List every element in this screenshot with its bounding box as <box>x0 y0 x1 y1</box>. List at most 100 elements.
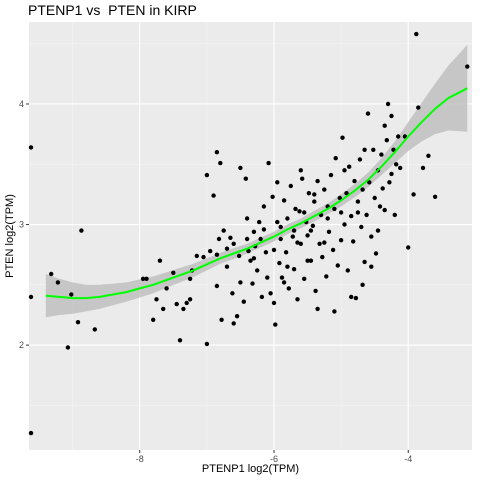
data-point <box>333 156 338 161</box>
y-axis-ticks: 2 3 4 <box>19 99 29 350</box>
data-point <box>352 178 357 184</box>
data-point <box>306 191 312 196</box>
data-point <box>154 297 159 302</box>
data-point <box>214 283 220 289</box>
data-point <box>379 152 384 157</box>
data-point <box>380 186 385 191</box>
data-point <box>49 271 54 277</box>
data-point <box>310 223 316 228</box>
data-point <box>244 216 250 221</box>
data-point <box>271 300 277 306</box>
confidence-band-layer <box>45 44 468 318</box>
data-point <box>353 295 359 301</box>
data-point <box>295 297 300 302</box>
data-point <box>295 240 300 245</box>
data-point <box>426 153 431 158</box>
data-point <box>291 267 297 272</box>
data-point <box>285 264 290 269</box>
data-point <box>248 258 253 263</box>
data-point <box>308 228 314 233</box>
data-point <box>389 171 394 177</box>
data-point <box>265 275 270 280</box>
data-point <box>328 172 334 178</box>
data-point <box>164 286 169 291</box>
data-point <box>255 268 260 273</box>
data-point <box>214 252 220 257</box>
data-point <box>340 135 345 140</box>
data-point <box>315 306 320 312</box>
data-point <box>420 165 426 171</box>
data-point <box>211 193 216 198</box>
data-point <box>362 259 367 265</box>
data-point <box>281 280 287 285</box>
data-point <box>270 194 275 199</box>
data-point <box>231 241 236 246</box>
data-point <box>385 101 391 107</box>
data-point <box>387 180 392 185</box>
data-point <box>312 199 317 204</box>
data-point <box>236 253 242 259</box>
data-point <box>371 147 376 152</box>
data-point <box>266 160 271 166</box>
data-point <box>285 216 290 221</box>
data-point <box>208 248 213 254</box>
data-point <box>382 207 387 213</box>
data-point <box>302 210 307 215</box>
data-point <box>369 234 374 239</box>
data-point <box>263 250 269 255</box>
data-point <box>281 198 287 203</box>
data-point <box>293 206 298 212</box>
data-point <box>362 147 367 152</box>
data-point <box>228 235 233 240</box>
data-point <box>268 291 273 296</box>
data-point <box>326 229 332 234</box>
data-point <box>65 345 71 350</box>
x-tick-label: -6 <box>270 454 278 464</box>
data-point <box>297 209 302 214</box>
data-point <box>411 192 416 197</box>
data-point <box>365 111 371 116</box>
data-point <box>279 275 285 280</box>
data-point <box>288 183 293 189</box>
data-point <box>345 268 350 273</box>
data-point <box>337 195 342 201</box>
data-point <box>416 105 421 110</box>
data-point <box>231 321 236 326</box>
data-point <box>349 294 354 300</box>
data-point <box>384 138 389 143</box>
data-point <box>330 247 336 253</box>
data-point <box>251 256 257 261</box>
data-point <box>238 165 243 171</box>
data-point <box>324 274 329 279</box>
data-point <box>367 180 372 185</box>
data-point <box>140 276 146 281</box>
data-point <box>261 204 267 209</box>
data-point <box>308 258 314 263</box>
data-point <box>377 204 383 209</box>
data-point <box>432 194 438 199</box>
data-point <box>322 240 327 245</box>
data-point <box>465 64 470 69</box>
data-point <box>194 253 199 259</box>
data-point <box>257 219 262 225</box>
data-point <box>273 322 278 327</box>
data-point <box>204 341 210 347</box>
data-point <box>187 276 193 281</box>
data-point <box>372 195 377 201</box>
data-point <box>342 168 347 173</box>
x-axis-title: PTENP1 log2(TPM) <box>202 463 299 475</box>
data-point <box>317 241 322 246</box>
y-tick-label: 2 <box>19 340 24 350</box>
data-point <box>360 187 365 192</box>
data-point <box>75 320 81 325</box>
data-point <box>349 213 354 219</box>
data-point <box>151 317 156 322</box>
data-point <box>344 191 349 196</box>
data-point <box>305 233 310 238</box>
data-point <box>364 212 369 218</box>
data-point <box>69 292 74 297</box>
data-point <box>375 228 381 233</box>
data-point <box>251 229 257 234</box>
data-point <box>184 300 189 306</box>
data-point <box>187 297 193 302</box>
